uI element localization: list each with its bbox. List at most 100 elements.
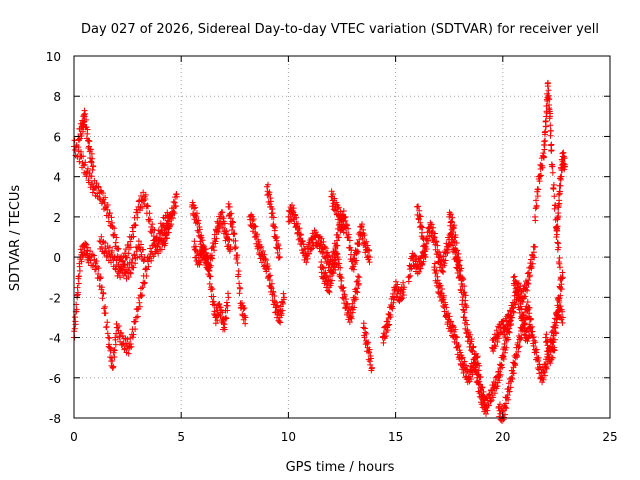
data-point (109, 219, 116, 226)
data-point (141, 279, 148, 286)
data-point (467, 375, 474, 382)
data-point (271, 223, 278, 230)
data-point (141, 280, 148, 287)
data-point (495, 335, 502, 342)
data-point (410, 262, 417, 269)
data-point (125, 250, 132, 257)
data-point (88, 159, 95, 166)
data-point (428, 221, 435, 228)
data-point (512, 301, 519, 308)
data-point (77, 148, 84, 155)
data-point (96, 283, 103, 290)
data-point (296, 235, 303, 242)
data-point (453, 239, 460, 246)
data-point (165, 229, 172, 236)
data-point (319, 264, 326, 271)
data-point (553, 330, 560, 337)
data-point (336, 219, 343, 226)
data-point (542, 137, 549, 144)
data-point (548, 354, 555, 361)
data-point (348, 315, 355, 322)
data-point (430, 224, 437, 231)
data-point (193, 210, 200, 217)
data-point (550, 181, 557, 188)
data-point (327, 273, 334, 280)
data-point (143, 272, 150, 279)
data-point (490, 394, 497, 401)
data-point (457, 349, 464, 356)
data-point (142, 265, 149, 272)
data-point (127, 269, 134, 276)
data-point (366, 247, 373, 254)
series-track-7 (191, 238, 232, 333)
data-point (318, 259, 325, 266)
data-point (119, 332, 126, 339)
data-point (132, 318, 139, 325)
data-point (353, 257, 360, 264)
data-point (171, 210, 178, 217)
data-point (366, 259, 373, 266)
data-point (129, 256, 136, 263)
data-point (353, 288, 360, 295)
data-point (512, 362, 519, 369)
data-point (215, 228, 222, 235)
data-point (90, 252, 97, 259)
data-point (173, 191, 180, 198)
data-point (138, 293, 145, 300)
data-point (340, 218, 347, 225)
data-point (120, 272, 127, 279)
data-point (551, 347, 558, 354)
data-point (417, 223, 424, 230)
data-point (517, 336, 524, 343)
data-point (252, 223, 259, 230)
data-point (474, 353, 481, 360)
y-tick-label: -8 (49, 412, 61, 426)
data-point (461, 283, 468, 290)
data-point (210, 293, 217, 300)
data-point (499, 364, 506, 371)
data-point (75, 280, 82, 287)
data-point (211, 231, 218, 238)
data-point (95, 183, 102, 190)
data-point (495, 368, 502, 375)
data-point (422, 248, 429, 255)
data-point (139, 196, 146, 203)
data-point (391, 287, 398, 294)
data-point (447, 328, 454, 335)
data-point (547, 110, 554, 117)
data-point (531, 337, 538, 344)
data-point (98, 233, 105, 240)
data-point (138, 251, 145, 258)
data-point (505, 396, 512, 403)
data-point (132, 326, 139, 333)
data-point (515, 344, 522, 351)
data-point (524, 279, 531, 286)
data-point (140, 246, 147, 253)
data-point (119, 269, 126, 276)
data-point (274, 302, 281, 309)
data-point (131, 251, 138, 258)
data-point (206, 262, 213, 269)
data-point (556, 264, 563, 271)
data-point (106, 210, 113, 217)
data-point (533, 197, 540, 204)
data-point (545, 87, 552, 94)
data-point (77, 246, 84, 253)
data-point (84, 165, 91, 172)
data-point (172, 194, 179, 201)
data-point (323, 284, 330, 291)
data-point (212, 238, 219, 245)
data-point (136, 299, 143, 306)
data-point (280, 290, 287, 297)
data-point (530, 249, 537, 256)
data-point (102, 239, 109, 246)
data-point (439, 268, 446, 275)
data-point (265, 181, 272, 188)
data-point (528, 263, 535, 270)
data-point (518, 334, 525, 341)
data-point (127, 244, 134, 251)
data-point (267, 272, 274, 279)
data-point (168, 221, 175, 228)
data-point (359, 235, 366, 242)
series-track-14 (360, 320, 376, 374)
